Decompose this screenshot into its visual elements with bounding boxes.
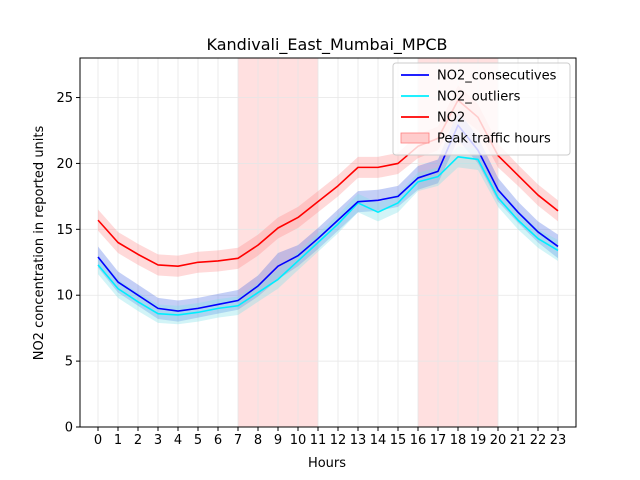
x-tick-label: 16 [410,433,427,448]
x-tick-label: 20 [490,433,507,448]
legend: NO2_consecutives NO2_outliers NO2 Peak traf… [392,62,571,156]
x-tick-label: 23 [550,433,567,448]
y-tick-label: 5 [65,355,73,370]
confidence-band [98,146,558,325]
x-tick-label: 8 [254,433,262,448]
x-tick-label: 3 [154,433,162,448]
x-tick-label: 0 [94,433,102,448]
x-tick-label: 5 [194,433,202,448]
x-axis-label: Hours [308,456,346,471]
x-tick-label: 22 [530,433,547,448]
y-tick-label: 15 [56,223,73,238]
x-tick-label: 4 [174,433,182,448]
x-tick-label: 17 [430,433,447,448]
y-tick-label: 0 [65,421,73,436]
x-tick-label: 12 [330,433,347,448]
y-axis-label: NO2 concentration in reported units [32,125,47,360]
series-line [97,156,559,316]
x-tick-label: 14 [370,433,387,448]
x-tick-label: 6 [214,433,222,448]
legend-label: NO2_outliers [437,90,521,105]
y-tick-label: 10 [56,289,73,304]
x-tick-label: 9 [274,433,282,448]
y-tick-label: 20 [56,157,73,172]
x-tick-label: 10 [290,433,307,448]
x-tick-label: 13 [350,433,367,448]
legend-patch-swatch [400,132,430,144]
x-tick-label: 19 [470,433,487,448]
y-tick-label: 25 [56,91,73,106]
x-tick-label: 2 [134,433,142,448]
legend-label: NO2_consecutives [437,69,557,84]
confidence-band [98,110,558,322]
x-tick-label: 18 [450,433,467,448]
legend-label: Peak traffic hours [437,132,551,147]
chart-title: Kandivali_East_Mumbai_MPCB [207,35,448,55]
legend-label: NO2 [437,111,465,126]
series-line [97,124,559,312]
x-tick-label: 7 [234,433,242,448]
legend-box [392,62,571,156]
x-tick-label: 21 [510,433,527,448]
x-tick-label: 11 [310,433,327,448]
x-tick-label: 15 [390,433,407,448]
axes-frame [79,57,577,428]
x-tick-label: 1 [114,433,122,448]
